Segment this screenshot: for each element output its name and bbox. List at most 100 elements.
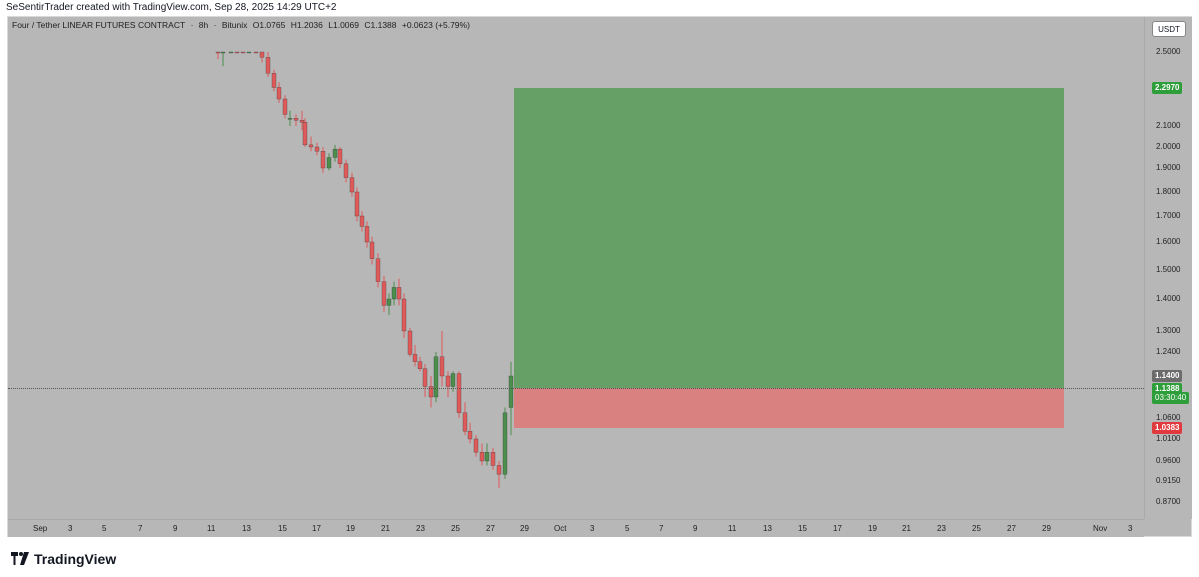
price-tick-label: 0.9150: [1156, 476, 1181, 485]
candle: [375, 253, 381, 288]
plot-area[interactable]: [8, 17, 1144, 519]
time-tick-label: 29: [1042, 524, 1051, 533]
candle: [302, 118, 308, 147]
price-tick-label: 1.8000: [1156, 187, 1181, 196]
price-tick-label: 0.9600: [1156, 456, 1181, 465]
candle: [337, 147, 343, 168]
candle: [293, 114, 299, 126]
candle: [287, 110, 293, 126]
legend-separator: ·: [190, 20, 194, 30]
time-axis[interactable]: [8, 519, 1144, 537]
candle: [276, 82, 282, 103]
candle: [259, 51, 265, 63]
legend-interval: 8h: [198, 20, 209, 30]
loss-zone[interactable]: [514, 388, 1064, 428]
candle: [234, 51, 240, 54]
price-axis[interactable]: [1144, 17, 1192, 519]
candle: [271, 69, 277, 92]
tradingview-logo: TradingView: [10, 549, 116, 569]
candle: [215, 51, 221, 60]
time-tick-label: 17: [312, 524, 321, 533]
chart-caption: SeSentirTrader created with TradingView.…: [6, 2, 337, 13]
candle: [265, 52, 271, 77]
candle: [462, 402, 468, 436]
legend-separator: ·: [213, 20, 217, 30]
candle: [445, 371, 451, 397]
brand-name: TradingView: [34, 551, 117, 567]
candle: [386, 293, 392, 315]
time-tick-label: 9: [693, 524, 698, 533]
time-tick-label: 23: [416, 524, 425, 533]
time-tick-label: 3: [68, 524, 73, 533]
candle: [496, 461, 502, 488]
time-tick-label: 7: [138, 524, 143, 533]
candle: [473, 435, 479, 457]
candle: [391, 281, 397, 306]
price-tick-label: 1.9000: [1156, 163, 1181, 172]
time-tick-label: 21: [381, 524, 390, 533]
last-price-line: [8, 388, 1144, 389]
price-tick-label: 2.5000: [1156, 47, 1181, 56]
candle: [314, 142, 320, 156]
price-badge-target: 2.2970: [1152, 82, 1183, 94]
candle: [417, 356, 423, 372]
candle: [369, 236, 375, 265]
time-tick-label: 7: [659, 524, 664, 533]
currency-button[interactable]: USDT: [1152, 21, 1186, 37]
price-tick-label: 2.1000: [1156, 121, 1181, 130]
price-badge-countdown: 03:30:40: [1152, 392, 1190, 404]
candle: [308, 136, 314, 152]
time-tick-label: 17: [833, 524, 842, 533]
candle: [467, 422, 473, 444]
time-tick-label: 5: [102, 524, 107, 533]
legend-open: O1.0765: [252, 20, 286, 30]
price-tick-label: 2.0000: [1156, 142, 1181, 151]
symbol-legend: Four / Tether LINEAR FUTURES CONTRACT · …: [12, 20, 473, 30]
candle: [428, 376, 434, 408]
candle: [246, 51, 252, 54]
candle: [407, 327, 413, 357]
price-tick-label: 1.7000: [1156, 211, 1181, 220]
candle: [433, 352, 439, 403]
candle: [479, 443, 485, 466]
tradingview-icon: [11, 552, 29, 565]
time-tick-label: 3: [590, 524, 595, 533]
time-tick-label: 11: [728, 524, 737, 533]
candle: [364, 221, 370, 248]
candle: [484, 443, 490, 466]
time-tick-label: 21: [902, 524, 911, 533]
candle: [502, 407, 508, 479]
time-tick-label: 25: [451, 524, 460, 533]
price-tick-label: 1.5000: [1156, 265, 1181, 274]
candle: [282, 95, 288, 119]
candle: [401, 293, 407, 338]
price-tick-label: 1.6000: [1156, 237, 1181, 246]
time-tick-label: 9: [173, 524, 178, 533]
legend-close: C1.1388: [364, 20, 397, 30]
candle: [332, 144, 338, 162]
candle: [349, 172, 355, 197]
candle: [439, 331, 445, 387]
time-tick-label: 3: [1128, 524, 1133, 533]
candle: [253, 51, 259, 54]
candle: [320, 147, 326, 173]
candle: [359, 211, 365, 232]
time-tick-label: 15: [798, 524, 807, 533]
time-tick-label: 23: [937, 524, 946, 533]
legend-low: L1.0069: [328, 20, 359, 30]
time-tick-label: 19: [346, 524, 355, 533]
time-tick-label: 27: [486, 524, 495, 533]
candle: [220, 51, 226, 67]
time-tick-label: 13: [763, 524, 772, 533]
time-tick-label: 5: [625, 524, 630, 533]
candle: [354, 187, 360, 222]
candle: [240, 51, 246, 54]
time-tick-label: 13: [242, 524, 251, 533]
price-tick-label: 1.3000: [1156, 326, 1181, 335]
time-tick-label: 25: [972, 524, 981, 533]
legend-symbol: Four / Tether LINEAR FUTURES CONTRACT: [12, 20, 186, 30]
price-tick-label: 1.2400: [1156, 347, 1181, 356]
candle: [228, 51, 234, 54]
profit-zone[interactable]: [514, 88, 1064, 388]
legend-high: H1.2036: [290, 20, 323, 30]
